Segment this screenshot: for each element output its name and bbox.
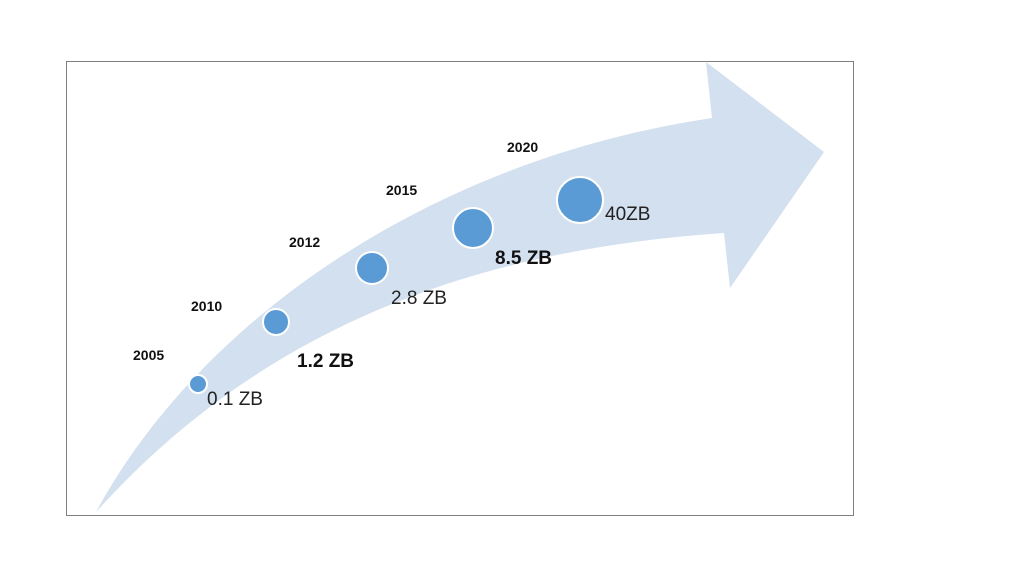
bubble-2020	[556, 176, 604, 224]
bubble-2012	[355, 251, 389, 285]
value-label-2005: 0.1 ZB	[207, 389, 263, 410]
bubble-2010	[262, 308, 290, 336]
value-label-2010: 1.2 ZB	[297, 351, 354, 372]
value-label-2015: 8.5 ZB	[495, 248, 552, 269]
year-label-2012: 2012	[289, 234, 320, 250]
bubble-2005	[188, 374, 208, 394]
year-label-2005: 2005	[133, 347, 164, 363]
growth-arrow	[96, 62, 824, 512]
value-label-2012: 2.8 ZB	[391, 288, 447, 309]
year-label-2010: 2010	[191, 298, 222, 314]
bubble-2015	[452, 207, 494, 249]
year-label-2015: 2015	[386, 182, 417, 198]
value-label-2020: 40ZB	[605, 204, 650, 225]
milestones: 2005 0.1 ZB 2010 1.2 ZB 2012 2.8 ZB 2015 8.5 ZB…	[133, 139, 650, 410]
year-label-2020: 2020	[507, 139, 538, 155]
